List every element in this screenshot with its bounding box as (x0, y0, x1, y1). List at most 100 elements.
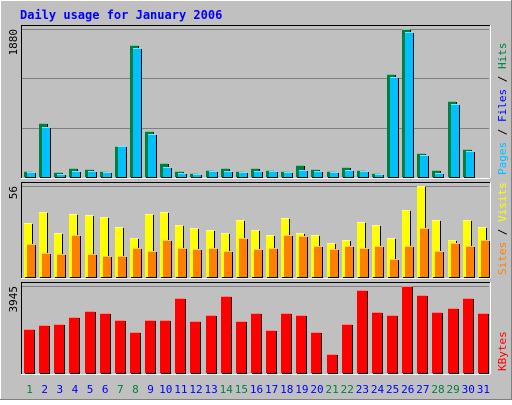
panel-1-visits-bar-25 (387, 238, 395, 277)
panel-0-files-bar-6 (103, 172, 111, 177)
panel-1-sites-bar-14 (224, 251, 232, 277)
panel-2-kbytes-bar-27 (417, 295, 427, 373)
panel-0-files-bar-12 (193, 174, 201, 177)
panel-0-files-bar-30 (466, 151, 474, 177)
panel-0-legend-item-2: Files (496, 89, 509, 122)
panel-0-files-bar-28 (435, 173, 443, 177)
x-tick-label-22: 22 (341, 383, 354, 396)
panel-1-sites-bar-5 (88, 254, 96, 277)
panel-1-sites-bar-28 (435, 251, 443, 277)
panel-1-sites-bar-25 (390, 259, 398, 277)
x-tick-label-15: 15 (235, 383, 248, 396)
panel-0-legend-item-3: / (496, 69, 509, 89)
panel-2-kbytes-bar-13 (206, 315, 216, 373)
panel-1-sites-bar-6 (103, 256, 111, 277)
panel-1-sites-bar-11 (178, 248, 186, 277)
panel-2-ymax-label: 3945 (7, 286, 20, 313)
panel-0-files-bar-3 (57, 174, 65, 177)
panel-2-kbytes-bar-15 (236, 321, 246, 373)
panel-0-files-bar-17 (269, 171, 277, 177)
x-tick-label-18: 18 (280, 383, 293, 396)
panel-2-kbytes-bar-21 (327, 354, 337, 373)
panel-2-kbytes-bar-16 (251, 313, 261, 373)
panel-1-visits-bar-9 (145, 214, 153, 277)
panel-0-files-bar-8 (133, 48, 141, 177)
panel-1-sites-bar-16 (254, 249, 262, 277)
panel-1-sites-bar-3 (57, 254, 65, 277)
panel-0-legend-item-1: / (496, 122, 509, 142)
panel-0-ymax-label: 1880 (7, 29, 20, 56)
chart-title: Daily usage for January 2006 (20, 8, 222, 22)
x-tick-label-3: 3 (57, 383, 64, 396)
x-tick-label-28: 28 (431, 383, 444, 396)
panel-1-sites-bar-30 (466, 246, 474, 277)
panel-1-visits-bar-5 (85, 215, 93, 277)
x-tick-label-19: 19 (295, 383, 308, 396)
panel-1-sites-bar-27 (420, 228, 428, 277)
panel-1-sites-bar-31 (481, 240, 489, 277)
panel-0-legend: Pages / Files / Hits (496, 43, 509, 176)
panel-0-files-bar-14 (224, 171, 232, 177)
panel-1-sites-bar-10 (163, 240, 171, 277)
panel-1-sites-bar-15 (239, 238, 247, 277)
panel-0-legend-item-4: Hits (496, 43, 509, 70)
panel-0-files-bar-11 (178, 173, 186, 177)
panel-0-files-bar-25 (390, 77, 398, 177)
panel-2-legend-item-0: KBytes (496, 331, 509, 371)
x-tick-label-13: 13 (204, 383, 217, 396)
x-tick-label-14: 14 (220, 383, 234, 396)
panel-2-kbytes-bar-19 (296, 315, 306, 373)
panel-0-files-bar-7 (118, 146, 126, 177)
x-tick-label-7: 7 (117, 383, 124, 396)
x-tick-label-8: 8 (132, 383, 139, 396)
x-tick-label-29: 29 (447, 383, 460, 396)
x-tick-label-23: 23 (356, 383, 369, 396)
panel-1-sites-bar-17 (269, 248, 277, 277)
panel-0-files-bar-5 (88, 171, 96, 177)
panel-2-kbytes-bar-11 (175, 298, 185, 373)
panel-1-sites-bar-4 (72, 235, 80, 277)
x-tick-label-21: 21 (326, 383, 339, 396)
panel-1-sites-bar-9 (148, 251, 156, 277)
panel-1-sites-bar-2 (42, 253, 50, 277)
panel-2-kbytes-bar-2 (39, 325, 49, 373)
x-tick-label-1: 1 (26, 383, 33, 396)
panel-0-files-bar-18 (284, 172, 292, 177)
panel-1-sites-bar-7 (118, 256, 126, 277)
panel-2-kbytes-bar-31 (478, 313, 488, 373)
panel-2-kbytes-bar-10 (160, 320, 170, 373)
panel-2-kbytes-bar-8 (130, 332, 140, 373)
panel-1-visits-bar-2 (39, 212, 47, 277)
panel-1-sites-bar-22 (345, 246, 353, 277)
panel-1-sites-bar-1 (27, 244, 35, 277)
x-tick-label-2: 2 (41, 383, 48, 396)
panel-0-files-bar-1 (27, 172, 35, 177)
panel-0-files-bar-13 (209, 171, 217, 177)
panel-2-kbytes-bar-26 (402, 286, 412, 373)
x-tick-label-25: 25 (386, 383, 399, 396)
panel-0-files-bar-24 (375, 174, 383, 177)
panel-2-kbytes-bar-14 (221, 296, 231, 373)
panel-2-kbytes-bar-23 (357, 290, 367, 373)
panel-1-sites-bar-20 (314, 246, 322, 277)
panel-1-sites-bar-12 (193, 249, 201, 277)
panel-1-sites-bar-24 (375, 246, 383, 277)
panel-0-files-bar-4 (72, 171, 80, 177)
x-tick-label-12: 12 (189, 383, 202, 396)
panel-0-files-bar-26 (405, 32, 413, 177)
x-tick-label-10: 10 (159, 383, 172, 396)
panel-2-kbytes-bar-4 (69, 317, 79, 373)
panel-1-sites-bar-18 (284, 235, 292, 277)
panel-1-sites-bar-8 (133, 248, 141, 277)
panel-2-kbytes-bar-1 (24, 329, 34, 373)
panel-2-kbytes-bar-20 (311, 332, 321, 373)
panel-1-ymax-label: 56 (7, 186, 20, 199)
panel-0-files-bar-2 (42, 127, 50, 177)
x-tick-label-4: 4 (72, 383, 79, 396)
panel-0-files-bar-20 (314, 171, 322, 177)
panel-0-files-bar-27 (420, 155, 428, 177)
panel-2-kbytes-bar-6 (100, 313, 110, 373)
panel-1-sites-bar-29 (451, 243, 459, 277)
